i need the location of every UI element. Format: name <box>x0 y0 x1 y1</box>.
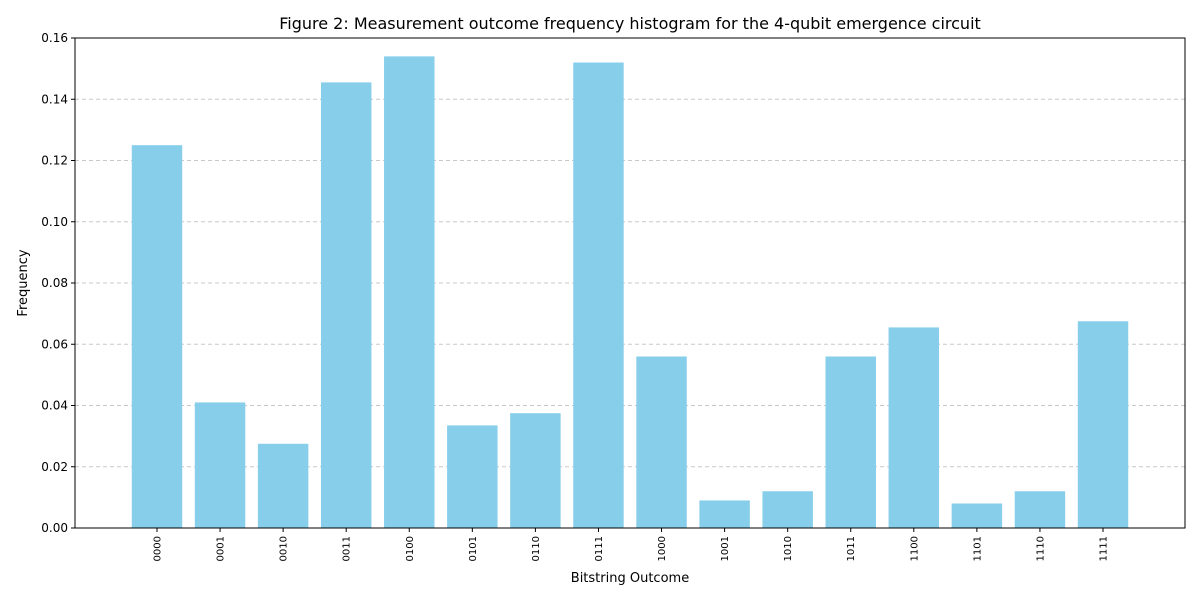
chart-title: Figure 2: Measurement outcome frequency … <box>279 14 981 33</box>
bar-1011 <box>825 356 876 528</box>
y-tick-label: 0.12 <box>41 154 68 168</box>
y-tick-label: 0.10 <box>41 215 68 229</box>
x-tick-label: 1110 <box>1035 536 1046 561</box>
x-axis: 0000 0001 0010 0011 0100 0101 0110 0111 1000 1001… <box>152 528 1110 561</box>
x-tick-label: 0100 <box>405 536 416 561</box>
x-tick-label: 0101 <box>468 536 479 561</box>
bar-1001 <box>699 500 750 528</box>
x-axis-title: Bitstring Outcome <box>571 571 689 586</box>
x-tick-label: 0001 <box>216 536 227 561</box>
x-tick-label: 0110 <box>531 536 542 561</box>
y-axis-title: Frequency <box>16 249 31 316</box>
y-tick-label: 0.16 <box>41 31 68 45</box>
y-tick-label: 0.06 <box>41 337 68 351</box>
bar-0001 <box>194 402 246 528</box>
bar-1010 <box>762 491 813 528</box>
x-tick-label: 0011 <box>342 536 353 561</box>
x-tick-label: 1101 <box>972 536 983 561</box>
bar-0111 <box>573 62 624 528</box>
bar-0011 <box>320 82 372 528</box>
y-tick-label: 0.02 <box>41 460 68 474</box>
bar-0101 <box>447 425 498 528</box>
bar-0010 <box>257 443 309 528</box>
y-axis: 0.00 0.02 0.04 0.06 0.08 0.10 0.12 0.14 0.16 <box>41 31 75 535</box>
bars <box>131 56 1129 528</box>
x-tick-label: 1100 <box>909 536 920 561</box>
x-tick-label: 0010 <box>279 536 290 561</box>
bar-0100 <box>384 56 435 528</box>
bar-0000 <box>131 145 183 528</box>
y-tick-label: 0.14 <box>41 92 68 106</box>
x-tick-label: 0000 <box>152 536 163 561</box>
bar-1000 <box>636 356 687 528</box>
y-tick-label: 0.04 <box>41 399 68 413</box>
bar-0110 <box>510 413 561 528</box>
y-tick-label: 0.00 <box>41 521 68 535</box>
x-tick-label: 1111 <box>1099 536 1110 561</box>
bar-1100 <box>888 327 940 528</box>
x-tick-label: 1011 <box>846 536 857 561</box>
x-tick-label: 1000 <box>657 536 668 561</box>
y-tick-label: 0.08 <box>41 276 68 290</box>
bar-1110 <box>1014 491 1066 528</box>
x-tick-label: 0111 <box>594 536 605 561</box>
x-tick-label: 1001 <box>720 536 731 561</box>
bar-1111 <box>1077 321 1129 528</box>
x-tick-label: 1010 <box>783 536 794 561</box>
bar-1101 <box>951 503 1003 528</box>
